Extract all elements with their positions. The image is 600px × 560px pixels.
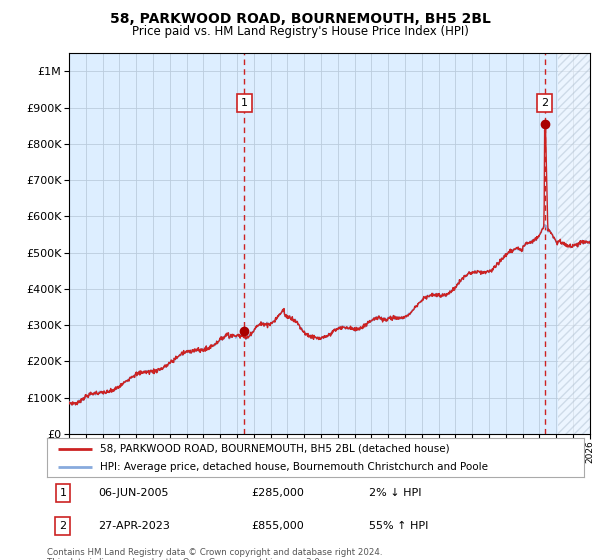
Text: 2% ↓ HPI: 2% ↓ HPI xyxy=(369,488,421,498)
Text: 58, PARKWOOD ROAD, BOURNEMOUTH, BH5 2BL (detached house): 58, PARKWOOD ROAD, BOURNEMOUTH, BH5 2BL … xyxy=(101,444,450,454)
Text: Price paid vs. HM Land Registry's House Price Index (HPI): Price paid vs. HM Land Registry's House … xyxy=(131,25,469,38)
Text: £285,000: £285,000 xyxy=(251,488,304,498)
Text: 1: 1 xyxy=(59,488,67,498)
Text: HPI: Average price, detached house, Bournemouth Christchurch and Poole: HPI: Average price, detached house, Bour… xyxy=(101,461,488,472)
Text: 58, PARKWOOD ROAD, BOURNEMOUTH, BH5 2BL: 58, PARKWOOD ROAD, BOURNEMOUTH, BH5 2BL xyxy=(110,12,490,26)
Text: 2: 2 xyxy=(541,97,548,108)
Bar xyxy=(558,53,590,434)
Text: 06-JUN-2005: 06-JUN-2005 xyxy=(98,488,169,498)
Text: 27-APR-2023: 27-APR-2023 xyxy=(98,521,170,531)
Text: Contains HM Land Registry data © Crown copyright and database right 2024.
This d: Contains HM Land Registry data © Crown c… xyxy=(47,548,382,560)
Text: 1: 1 xyxy=(241,97,248,108)
Text: 2: 2 xyxy=(59,521,67,531)
Text: 55% ↑ HPI: 55% ↑ HPI xyxy=(369,521,428,531)
Text: £855,000: £855,000 xyxy=(251,521,304,531)
